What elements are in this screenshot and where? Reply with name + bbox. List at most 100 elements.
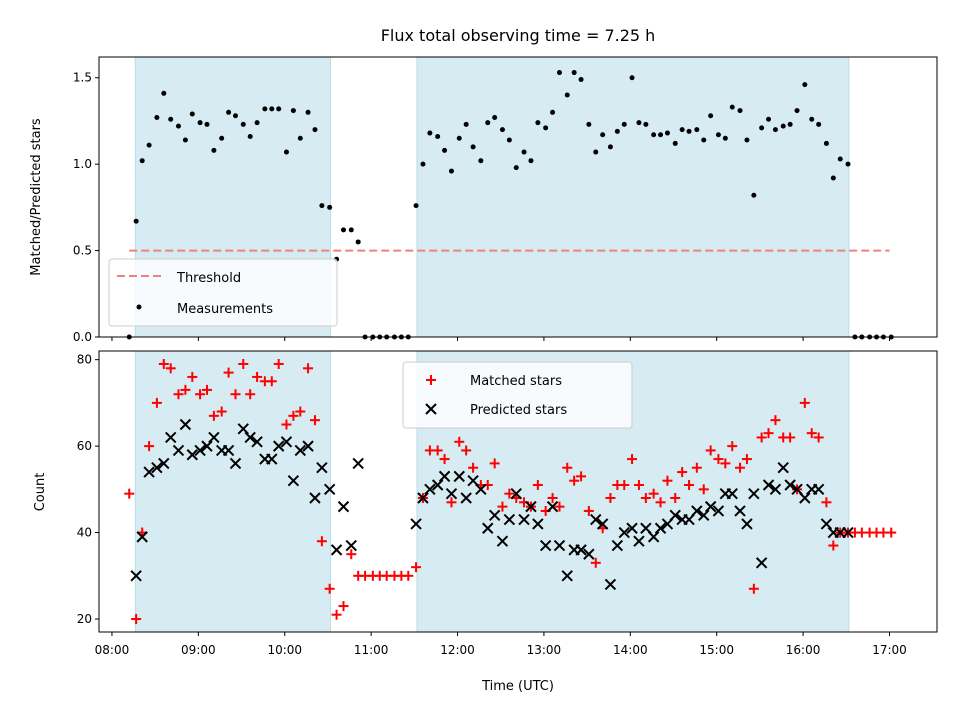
matched-star-point	[273, 358, 284, 369]
measurement-point	[600, 132, 606, 138]
matched-star-point	[411, 562, 422, 573]
predicted-star-point	[222, 444, 235, 457]
predicted-star-point	[596, 518, 609, 530]
predicted-star-point	[208, 431, 220, 444]
predicted-star-point	[272, 440, 285, 452]
matched-star-point	[554, 501, 565, 512]
predicted-star-stroke	[424, 483, 436, 496]
matched-star-point	[131, 614, 142, 625]
predicted-star-stroke	[151, 462, 163, 474]
predicted-star-point	[130, 570, 142, 582]
measurement-point	[823, 140, 829, 146]
matched-star-point	[785, 432, 796, 443]
measurement-point	[182, 137, 188, 143]
predicted-star-stroke	[799, 492, 811, 504]
predicted-star-point	[618, 526, 630, 539]
predicted-star-point	[755, 557, 768, 569]
measurement-point	[269, 106, 275, 112]
measurements-legend-swatch	[136, 304, 142, 310]
top-x-axis-ticks	[111, 337, 890, 341]
measurement-point	[305, 109, 311, 115]
measurement-point	[262, 106, 268, 112]
matched-star-point	[187, 371, 198, 382]
matched-star-point	[245, 389, 256, 400]
measurement-point	[629, 75, 635, 81]
predicted-star-stroke	[475, 483, 487, 496]
predicted-star-stroke	[777, 462, 789, 474]
matched-star-point	[576, 471, 587, 482]
predicted-star-stroke	[445, 487, 458, 500]
measurement-point	[694, 127, 700, 133]
predicted-star-stroke	[280, 436, 293, 448]
measurement-point	[586, 121, 592, 127]
predicted-star-stroke	[345, 539, 357, 552]
predicted-star-point	[323, 483, 336, 496]
predicted-star-point	[575, 544, 587, 556]
shaded-region	[134, 350, 332, 633]
measurement-point	[751, 192, 757, 198]
measurement-point	[593, 149, 599, 155]
threshold-legend-label: Threshold	[176, 271, 241, 286]
matched-star-point	[569, 475, 580, 486]
measurement-point	[189, 111, 195, 117]
predicted-star-point	[158, 457, 170, 470]
matched-star-point	[489, 458, 500, 469]
predicted-star-stroke	[352, 457, 364, 470]
predicted-star-point	[525, 500, 537, 513]
predicted-star-point	[799, 492, 811, 504]
matched-star-point	[662, 475, 673, 486]
matched-star-point	[432, 445, 443, 456]
matched-star-point	[677, 467, 688, 478]
measurement-point	[254, 120, 260, 126]
predicted-star-stroke	[237, 423, 249, 435]
matched-star-point	[173, 389, 184, 400]
predicted-star-stroke	[590, 513, 602, 526]
measurement-point	[197, 120, 203, 126]
measurement-point	[701, 137, 707, 143]
predicted-star-point	[510, 487, 522, 500]
predicted-star-stroke	[136, 531, 148, 543]
y-tick-label: 0.5	[73, 244, 92, 258]
measurement-point	[470, 144, 476, 150]
matched-star-point	[165, 363, 176, 374]
predicted-star-point	[712, 505, 725, 517]
predicted-star-stroke	[633, 535, 645, 547]
predicted-star-point	[496, 535, 509, 547]
predicted-star-stroke	[488, 509, 501, 521]
matched-star-point	[252, 371, 263, 382]
x-tick-label: 10:00	[267, 643, 302, 657]
matched-star-point	[547, 492, 558, 503]
predicted-star-stroke	[704, 500, 717, 513]
predicted-star-point	[302, 440, 314, 452]
y-tick-label: 60	[77, 439, 92, 453]
predicted-star-stroke	[201, 440, 213, 452]
predicted-star-point	[266, 453, 278, 465]
predicted-star-point	[438, 470, 451, 483]
measurement-point	[564, 92, 570, 98]
matched-star-point	[403, 570, 414, 581]
predicted-star-point	[294, 444, 306, 457]
matched-star-point	[439, 454, 450, 465]
predicted-star-stroke	[532, 518, 544, 530]
predicted-star-stroke	[762, 479, 775, 491]
predicted-star-stroke	[626, 522, 638, 534]
predicted-star-stroke	[143, 466, 155, 478]
measurement-point	[837, 156, 843, 162]
measurement-point	[232, 113, 238, 119]
matched-star-point	[828, 540, 839, 551]
measurement-point	[276, 106, 282, 112]
matched-star-point	[727, 441, 738, 452]
predicted-star-stroke	[561, 570, 573, 582]
measurement-point	[226, 109, 232, 115]
measurement-point	[830, 175, 836, 181]
measurement-point	[621, 121, 627, 127]
predicted-star-stroke	[186, 449, 199, 461]
measurement-point	[571, 70, 577, 76]
predicted-star-stroke	[330, 544, 343, 556]
measurement-point	[168, 116, 174, 122]
predicted-star-point	[741, 518, 753, 530]
measurement-point	[420, 161, 426, 167]
predicted-star-stroke	[172, 444, 185, 457]
measurement-point	[478, 158, 484, 164]
